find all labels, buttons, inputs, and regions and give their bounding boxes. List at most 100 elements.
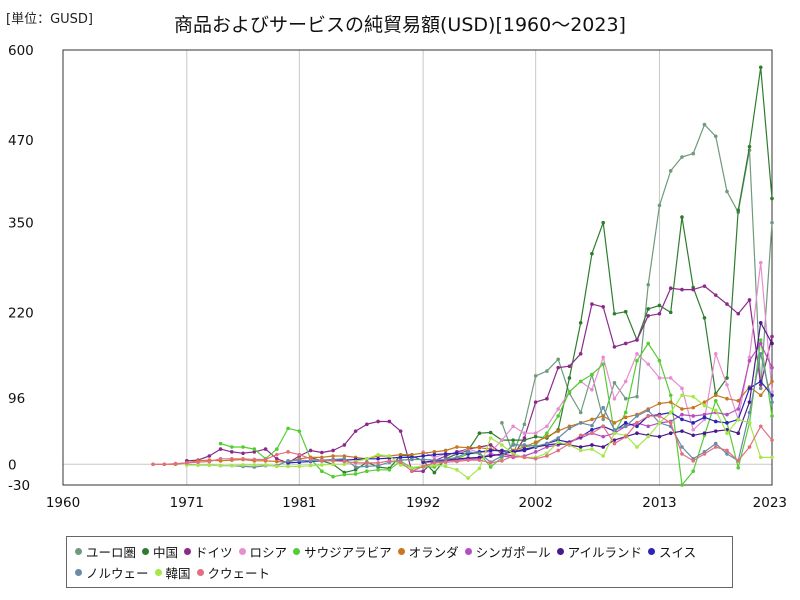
data-point [353,429,358,433]
data-point [387,468,392,472]
data-point [500,448,504,453]
legend-marker [75,548,82,555]
data-point [702,400,707,404]
legend-label: ドイツ [195,545,233,560]
data-point [657,303,662,308]
data-point [545,396,549,401]
data-point [702,122,707,127]
data-point [758,393,763,398]
data-point [713,445,718,449]
data-point [320,459,324,463]
legend-marker [75,569,82,576]
data-point [398,463,403,467]
data-point [455,459,459,464]
data-point [713,398,718,403]
data-point [522,431,527,436]
data-point [601,424,605,429]
data-point [466,458,470,462]
legend-label: 韓国 [165,566,191,581]
data-point [713,352,718,356]
data-point [556,440,560,444]
data-point [398,455,403,460]
data-point [770,455,774,460]
data-point [758,383,763,387]
data-point [342,456,347,461]
data-point [578,445,583,449]
data-point [770,341,774,346]
data-point [184,461,189,465]
data-point [736,407,741,411]
data-point [353,461,358,465]
data-point [590,427,594,432]
data-point [410,457,414,462]
data-point [623,421,628,425]
data-point [702,316,707,320]
data-point [668,410,673,415]
data-point [758,424,763,429]
data-point [601,355,605,360]
legend-item: ユーロ圏 [75,541,136,562]
data-point [612,431,617,436]
data-point [590,372,594,377]
x-tick-label: 1960 [46,495,80,511]
data-point [578,433,583,438]
data-point [432,455,437,460]
data-point [297,452,302,457]
data-point [556,365,560,370]
data-point [601,434,605,439]
data-point [556,414,560,418]
data-point [398,452,403,457]
data-point [725,376,729,380]
data-point [691,433,696,438]
data-point [590,443,594,447]
data-point [713,419,718,424]
data-point [770,400,774,404]
data-point [578,320,583,325]
legend-label: アイルランド [567,545,642,560]
legend-label: オランダ [408,545,459,560]
data-point [556,407,560,411]
y-tick-label: 600 [8,43,34,59]
series-2 [184,284,774,473]
data-point [488,436,493,440]
legend-marker [464,548,472,555]
legend-marker [142,548,150,555]
series-line [288,380,773,464]
data-point [488,454,493,458]
data-point [443,452,448,456]
data-point [365,469,369,473]
data-point [196,460,200,465]
data-point [432,470,437,475]
data-point [421,469,425,473]
data-point [443,457,448,462]
axes [62,49,773,486]
data-point [612,438,617,442]
data-point [533,450,538,454]
data-point [151,462,155,467]
data-point [657,401,662,406]
data-point [275,456,279,461]
data-point [320,469,324,473]
data-point [477,451,482,456]
data-point [297,464,302,469]
data-point [342,459,347,464]
data-point [736,311,741,316]
data-point [421,464,425,469]
data-point [668,431,673,436]
data-point [691,414,696,418]
data-point [590,251,594,256]
data-point [320,463,324,467]
data-point [365,461,369,465]
data-point [623,424,628,429]
y-tick-label: 96 [8,391,25,407]
data-point [702,403,707,408]
data-point [286,464,290,469]
data-point [657,414,662,418]
data-point [590,417,594,422]
data-point [691,394,696,399]
data-point [275,459,279,464]
data-point [601,305,605,309]
data-point [421,460,425,465]
data-point [702,284,707,288]
data-point [680,393,684,398]
